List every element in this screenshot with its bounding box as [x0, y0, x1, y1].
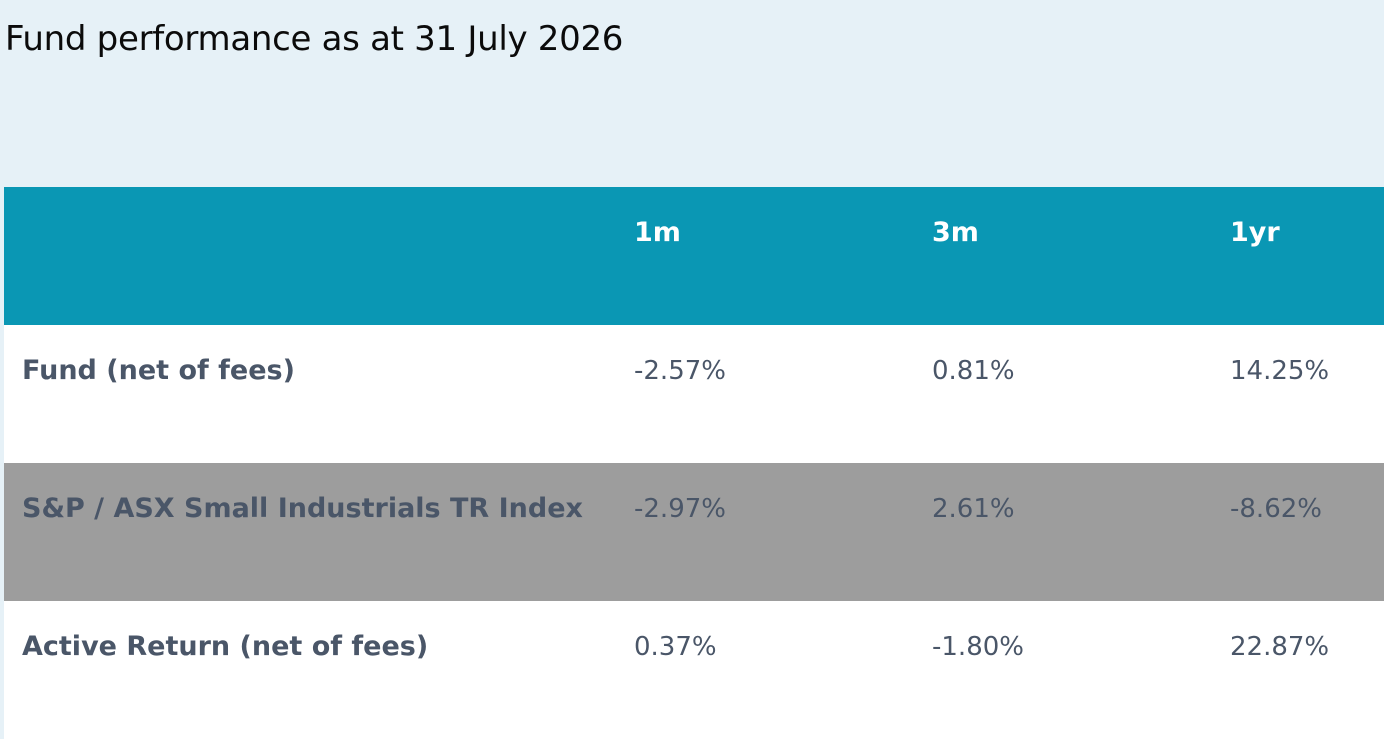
value-3m: 0.81% — [932, 356, 1015, 386]
performance-table: 1m 3m 1yr Fund (net of fees) -2.57% 0.81… — [4, 187, 1384, 739]
value-1m: -2.97% — [634, 494, 726, 524]
table-row-index: S&P / ASX Small Industrials TR Index -2.… — [4, 463, 1384, 601]
value-1yr: 22.87% — [1230, 632, 1330, 662]
column-header-3m: 3m — [932, 217, 979, 248]
column-header-1yr: 1yr — [1230, 217, 1280, 248]
row-label: Fund (net of fees) — [22, 355, 295, 386]
row-label: S&P / ASX Small Industrials TR Index — [22, 493, 583, 524]
value-1yr: -8.62% — [1230, 494, 1322, 524]
table-row-active-return: Active Return (net of fees) 0.37% -1.80%… — [4, 601, 1384, 739]
value-1yr: 14.25% — [1230, 356, 1330, 386]
row-label: Active Return (net of fees) — [22, 631, 429, 662]
value-1m: 0.37% — [634, 632, 717, 662]
value-3m: 2.61% — [932, 494, 1015, 524]
column-header-1m: 1m — [634, 217, 681, 248]
table-row-fund: Fund (net of fees) -2.57% 0.81% 14.25% — [4, 325, 1384, 463]
value-3m: -1.80% — [932, 632, 1024, 662]
column-header-label — [4, 187, 634, 325]
page-title: Fund performance as at 31 July 2026 — [5, 19, 624, 59]
table-header-row: 1m 3m 1yr — [4, 187, 1384, 325]
value-1m: -2.57% — [634, 356, 726, 386]
